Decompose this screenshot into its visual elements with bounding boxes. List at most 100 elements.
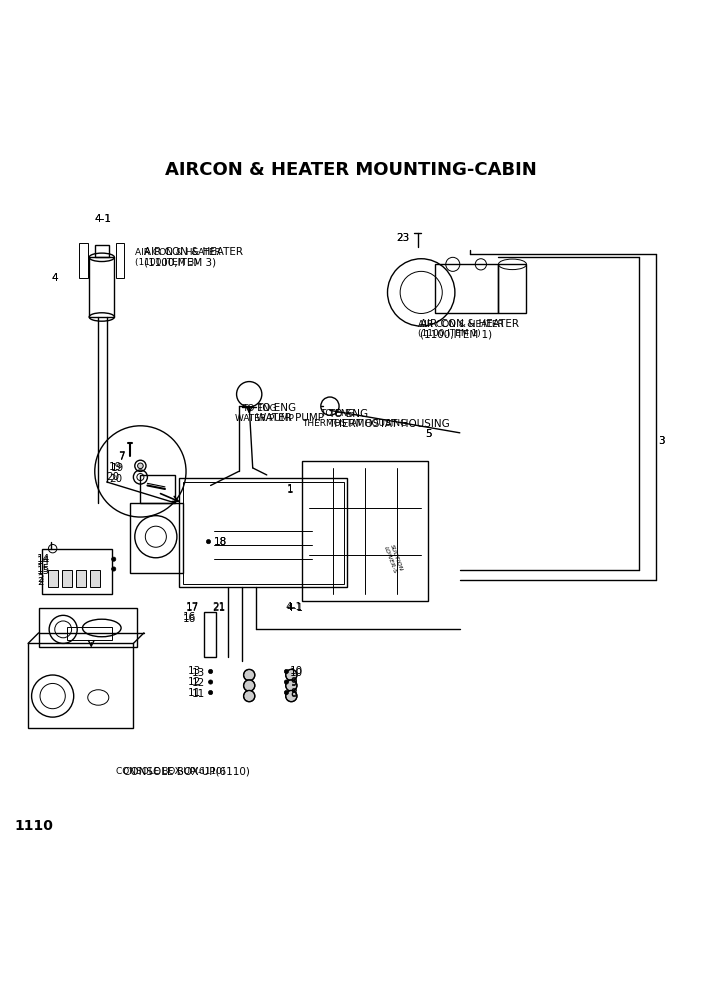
- Text: 14: 14: [37, 557, 51, 566]
- Text: 13: 13: [187, 667, 201, 677]
- Bar: [95, 245, 109, 257]
- Bar: [90, 569, 100, 587]
- Bar: [140, 475, 176, 503]
- Bar: [116, 243, 124, 279]
- Text: 15: 15: [37, 566, 51, 576]
- Text: 4: 4: [51, 274, 58, 284]
- Text: 9: 9: [290, 679, 296, 688]
- Text: (1100,ITEM 1): (1100,ITEM 1): [420, 329, 492, 339]
- Text: THERMOSTAT HOUSING: THERMOSTAT HOUSING: [302, 420, 407, 429]
- Text: 4: 4: [51, 274, 58, 284]
- Text: 1: 1: [286, 484, 293, 494]
- Circle shape: [138, 463, 143, 468]
- Circle shape: [244, 670, 255, 681]
- Text: 21: 21: [212, 603, 225, 613]
- Text: TO ENG: TO ENG: [320, 410, 355, 419]
- Text: WATER PUMP: WATER PUMP: [256, 413, 324, 423]
- Text: 13: 13: [192, 668, 205, 678]
- Text: AIR CON & HEATER: AIR CON & HEATER: [144, 247, 243, 257]
- Circle shape: [206, 540, 211, 544]
- Text: 1: 1: [286, 485, 293, 495]
- Circle shape: [286, 670, 297, 681]
- Circle shape: [286, 690, 297, 701]
- Text: TO ENG: TO ENG: [256, 404, 296, 414]
- Bar: [76, 569, 86, 587]
- Text: 10: 10: [290, 668, 303, 678]
- Text: 23: 23: [397, 233, 410, 243]
- Text: 2: 2: [37, 576, 44, 586]
- Circle shape: [284, 690, 289, 694]
- Bar: [28, 644, 133, 728]
- Text: TO ENG: TO ENG: [329, 409, 369, 419]
- Text: TO ENG: TO ENG: [242, 404, 277, 413]
- Text: 3: 3: [658, 436, 665, 446]
- Text: CONSOLE BOX-UP(6110): CONSOLE BOX-UP(6110): [123, 767, 250, 777]
- Circle shape: [208, 690, 213, 694]
- Text: 7: 7: [118, 451, 124, 461]
- Bar: [62, 569, 72, 587]
- Text: 8: 8: [290, 689, 296, 699]
- Bar: [179, 478, 347, 587]
- Text: 4-1: 4-1: [95, 213, 112, 224]
- Bar: [435, 264, 498, 313]
- Text: (1100,ITEM 3): (1100,ITEM 3): [144, 258, 216, 268]
- Text: 5: 5: [425, 430, 432, 439]
- Bar: [48, 569, 58, 587]
- Bar: [183, 482, 344, 583]
- Text: (1100,ITEM 3): (1100,ITEM 3): [135, 258, 198, 267]
- Text: 18: 18: [214, 537, 227, 547]
- Bar: [42, 549, 112, 594]
- Text: 16: 16: [183, 614, 197, 624]
- Bar: [67, 627, 112, 640]
- Circle shape: [244, 680, 255, 691]
- Text: 11: 11: [187, 687, 201, 697]
- Text: 1110: 1110: [14, 819, 53, 833]
- Text: AIR CON & HEATER: AIR CON & HEATER: [420, 319, 519, 329]
- Text: 19: 19: [111, 463, 124, 473]
- Text: 5: 5: [425, 430, 432, 439]
- Text: WATER PUMP: WATER PUMP: [235, 414, 294, 423]
- Circle shape: [112, 566, 116, 571]
- Text: 15: 15: [37, 564, 51, 574]
- Circle shape: [208, 680, 213, 684]
- Bar: [498, 264, 526, 313]
- Text: 2: 2: [37, 573, 44, 584]
- Text: (1100,ITEM 1): (1100,ITEM 1): [418, 329, 481, 338]
- Text: AIR CON & HEATER: AIR CON & HEATER: [418, 319, 504, 328]
- Text: 12: 12: [187, 677, 201, 687]
- Text: 4-1: 4-1: [286, 603, 303, 613]
- Text: 7: 7: [118, 452, 124, 462]
- Circle shape: [286, 680, 297, 691]
- Text: AIR CON & HEATER: AIR CON & HEATER: [135, 248, 221, 257]
- Circle shape: [244, 690, 255, 701]
- Bar: [204, 612, 216, 658]
- Text: 3: 3: [658, 436, 665, 446]
- Bar: [39, 608, 137, 647]
- Bar: [79, 243, 88, 279]
- Text: 10: 10: [290, 667, 303, 677]
- Bar: [130, 503, 183, 573]
- Text: 4-1: 4-1: [95, 213, 112, 224]
- Text: CONSOLE BOX-UP(6110): CONSOLE BOX-UP(6110): [116, 768, 225, 777]
- Text: 18: 18: [214, 537, 227, 547]
- Text: 20: 20: [109, 474, 122, 484]
- Text: 11: 11: [192, 689, 205, 699]
- Circle shape: [112, 558, 116, 561]
- Bar: [302, 461, 428, 601]
- Circle shape: [208, 670, 213, 674]
- Text: 23: 23: [397, 233, 410, 243]
- Text: 20: 20: [107, 472, 120, 482]
- Text: 14: 14: [37, 555, 51, 564]
- Text: 8: 8: [290, 687, 296, 697]
- Text: 17: 17: [185, 602, 199, 612]
- Text: THERMOSTAT HOUSING: THERMOSTAT HOUSING: [329, 420, 450, 430]
- Text: AIRCON & HEATER MOUNTING-CABIN: AIRCON & HEATER MOUNTING-CABIN: [165, 161, 537, 179]
- Text: 21: 21: [212, 602, 225, 612]
- Text: 9: 9: [290, 677, 296, 687]
- Circle shape: [284, 670, 289, 674]
- Bar: [89, 257, 114, 317]
- Text: 4-1: 4-1: [285, 602, 302, 612]
- Text: 19: 19: [109, 461, 122, 471]
- Text: 17: 17: [185, 603, 199, 613]
- Text: 12: 12: [192, 679, 205, 688]
